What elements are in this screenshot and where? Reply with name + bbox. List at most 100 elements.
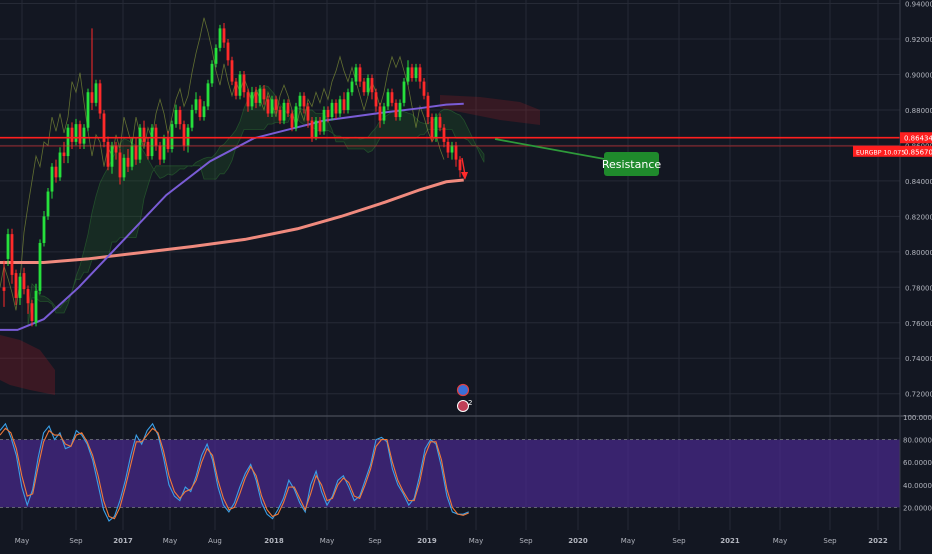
- candle-body: [370, 78, 374, 93]
- candle-body: [458, 159, 462, 171]
- candle-body: [350, 81, 354, 93]
- candle-body: [222, 28, 226, 43]
- ema-200-line: [0, 178, 464, 264]
- candle-body: [94, 83, 98, 103]
- price-arrow-head: [461, 172, 468, 180]
- oscillator-axis[interactable]: 100.0000 80.0000 60.0000 40.0000 20.0000: [903, 414, 932, 512]
- candle-body: [318, 120, 322, 132]
- candle-body: [242, 74, 246, 93]
- candle-body: [194, 99, 198, 110]
- candle-body: [338, 99, 342, 114]
- stochastic-d-line: [0, 427, 469, 520]
- candle-body: [438, 117, 442, 128]
- candle-body: [250, 92, 254, 107]
- candle-body: [434, 117, 438, 139]
- resistance-callout[interactable]: [604, 152, 659, 176]
- candle-body: [42, 216, 46, 243]
- resistance-price-label: 0.86434: [904, 135, 932, 143]
- candle-body: [414, 67, 418, 79]
- candle-body: [138, 127, 142, 160]
- oscillator-tick-label: 100.0000: [903, 414, 932, 422]
- candle-body: [286, 102, 290, 114]
- price-axis[interactable]: 0.940000.920000.900000.880000.860000.840…: [905, 1, 932, 399]
- candle-body: [54, 166, 58, 178]
- candle-body: [98, 83, 102, 114]
- time-tick-label: Sep: [519, 537, 533, 545]
- candle-body: [354, 67, 358, 82]
- candle-body: [342, 99, 346, 110]
- candle-body: [26, 289, 30, 304]
- candle-body: [110, 145, 114, 167]
- candle-body: [446, 141, 450, 153]
- ema-100-line: [0, 102, 464, 331]
- time-tick-label: May: [621, 537, 635, 545]
- event-marker-icon[interactable]: [456, 383, 470, 397]
- time-tick-label: Sep: [823, 537, 837, 545]
- candle-body: [426, 95, 430, 118]
- cloud-area-bearish: [0, 335, 55, 395]
- candle-body: [82, 127, 86, 144]
- candle-body: [134, 145, 138, 160]
- price-tick-label: 0.80000: [905, 249, 932, 257]
- candle-body: [230, 60, 234, 82]
- time-axis[interactable]: May Sep 2017 May Aug 2018 May Sep 2019 May Sep 2020…: [15, 537, 888, 545]
- price-tick-label: 0.84000: [905, 178, 932, 186]
- candle-body: [314, 120, 318, 139]
- candle-body: [182, 124, 186, 146]
- candle-body: [202, 106, 206, 118]
- stochastic-k-line: [0, 422, 469, 522]
- price-tick-label: 0.74000: [905, 355, 932, 363]
- price-tick-label: 0.90000: [905, 71, 932, 79]
- candle-body: [334, 102, 338, 114]
- time-tick-label: May: [163, 537, 177, 545]
- candle-body: [14, 273, 18, 298]
- candle-body: [154, 127, 158, 146]
- resistance-callout-label: Resistance: [602, 158, 662, 171]
- candle-body: [346, 92, 350, 110]
- time-tick-label: May: [320, 537, 334, 545]
- candle-body: [18, 276, 22, 298]
- candle-body: [6, 234, 10, 259]
- candle-body: [218, 28, 222, 48]
- price-tick-label: 0.72000: [905, 391, 932, 399]
- candle-body: [290, 113, 294, 128]
- candle-body: [234, 81, 238, 96]
- time-tick-label: Sep: [368, 537, 382, 545]
- candle-body: [210, 63, 214, 84]
- event-markers[interactable]: 2: [456, 383, 473, 412]
- candle-body: [162, 138, 166, 160]
- candle-body: [442, 127, 446, 142]
- candle-body: [38, 242, 42, 291]
- candle-body: [34, 290, 38, 323]
- time-tick-label: Sep: [672, 537, 686, 545]
- candle-body: [362, 81, 366, 93]
- candle-body: [282, 102, 286, 121]
- candle-body: [302, 95, 306, 107]
- candle-body: [190, 109, 194, 128]
- time-tick-label: Aug: [208, 537, 222, 545]
- event-marker-icon[interactable]: [457, 400, 469, 412]
- candle-body: [246, 92, 250, 107]
- candle-body: [378, 106, 382, 121]
- candle-body: [118, 152, 122, 178]
- symbol-tag: [853, 145, 900, 157]
- candle-body: [150, 127, 154, 157]
- candle-body: [294, 106, 298, 128]
- candle-body: [166, 138, 170, 149]
- candle-body: [178, 109, 182, 125]
- candle-body: [186, 127, 190, 146]
- candle-body: [430, 117, 434, 139]
- candle-body: [394, 102, 398, 118]
- current-price-label: 0.85670: [904, 148, 932, 156]
- time-tick-label: 2017: [113, 537, 133, 545]
- candle-body: [158, 145, 162, 160]
- candle-body: [306, 106, 310, 121]
- candle-body: [406, 67, 410, 82]
- cloud-area-bearish: [440, 95, 540, 125]
- event-marker-count: 2: [468, 399, 472, 407]
- price-tick-label: 0.92000: [905, 36, 932, 44]
- ema-200-path: [0, 178, 464, 264]
- candle-body: [2, 287, 6, 291]
